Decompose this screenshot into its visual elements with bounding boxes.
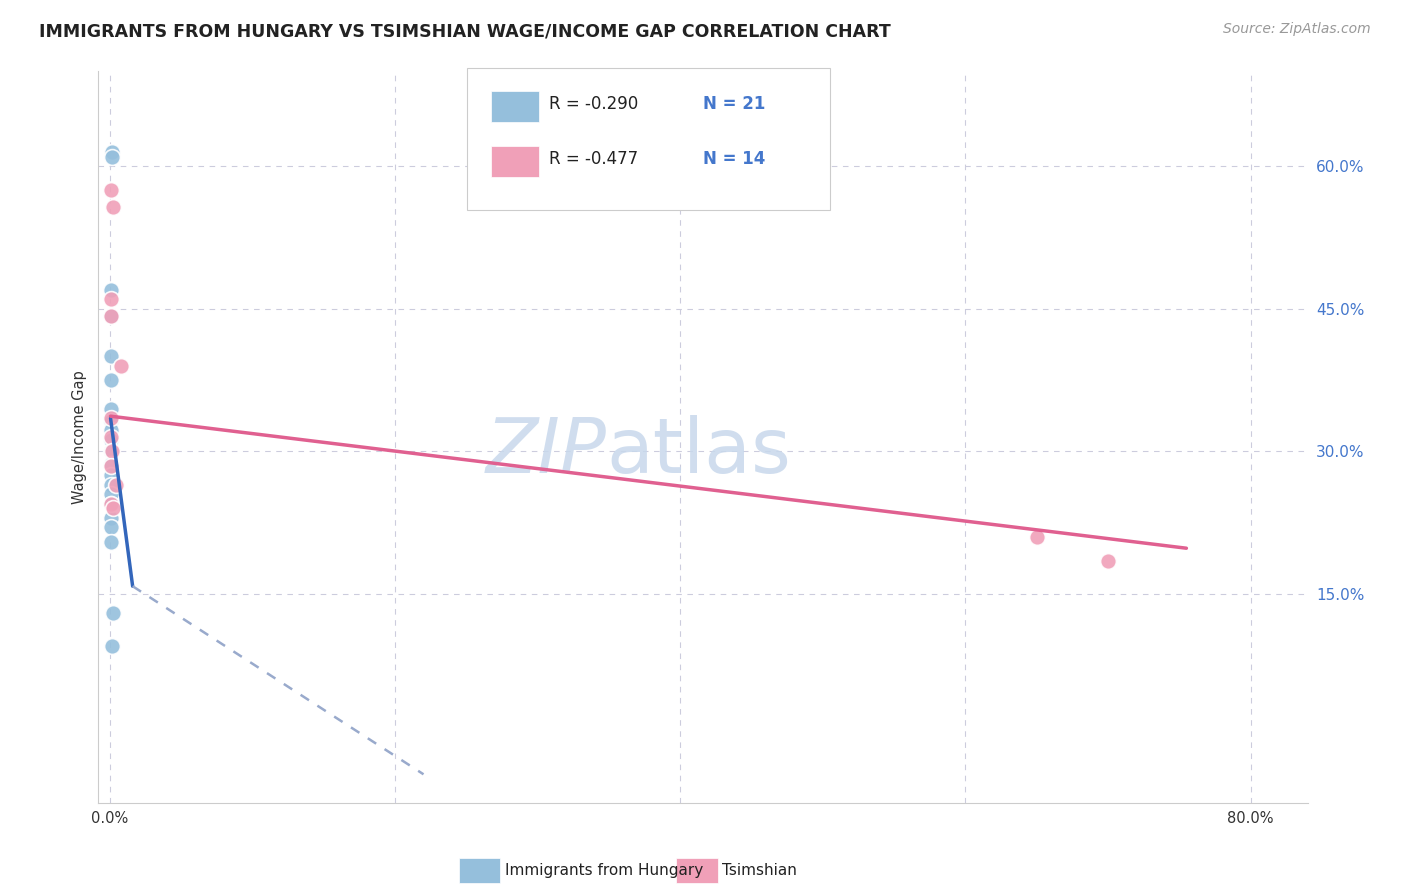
Point [100,411,122,425]
Point [100,424,122,438]
Point [103,501,125,516]
Point [100,349,122,363]
Point [101,606,124,620]
Point [100,511,122,525]
Point [100,534,122,549]
FancyBboxPatch shape [458,858,501,883]
Point [100,293,122,307]
Point [101,639,124,653]
Point [100,497,122,511]
Y-axis label: Wage/Income Gap: Wage/Income Gap [72,370,87,504]
Point [100,487,122,501]
Point [100,457,122,471]
Point [103,200,125,214]
Point [104,477,127,491]
Point [101,444,124,458]
Point [101,150,124,164]
Point [1025,530,1047,544]
Point [100,430,122,444]
Point [100,477,122,491]
Point [100,310,122,324]
Point [100,444,122,458]
Point [110,359,132,373]
Point [100,468,122,483]
Text: R = -0.290: R = -0.290 [550,95,638,113]
Point [100,183,122,197]
Point [100,145,122,160]
Point [100,373,122,387]
Text: R = -0.477: R = -0.477 [550,150,638,168]
Text: IMMIGRANTS FROM HUNGARY VS TSIMSHIAN WAGE/INCOME GAP CORRELATION CHART: IMMIGRANTS FROM HUNGARY VS TSIMSHIAN WAG… [39,22,891,40]
Point [100,310,122,324]
FancyBboxPatch shape [492,146,538,177]
Text: N = 14: N = 14 [703,150,765,168]
FancyBboxPatch shape [676,858,717,883]
Text: N = 21: N = 21 [703,95,765,113]
Text: Source: ZipAtlas.com: Source: ZipAtlas.com [1223,22,1371,37]
Text: Immigrants from Hungary: Immigrants from Hungary [505,863,703,879]
Point [100,283,122,297]
FancyBboxPatch shape [492,91,538,122]
Point [100,414,122,428]
Point [100,458,122,473]
FancyBboxPatch shape [467,68,830,211]
Point [100,401,122,416]
Point [100,433,122,447]
Text: atlas: atlas [606,415,792,489]
Point [100,497,122,511]
Text: ZIP: ZIP [485,415,606,489]
Point [100,520,122,534]
Point [1097,553,1119,567]
Text: Tsimshian: Tsimshian [723,863,797,879]
